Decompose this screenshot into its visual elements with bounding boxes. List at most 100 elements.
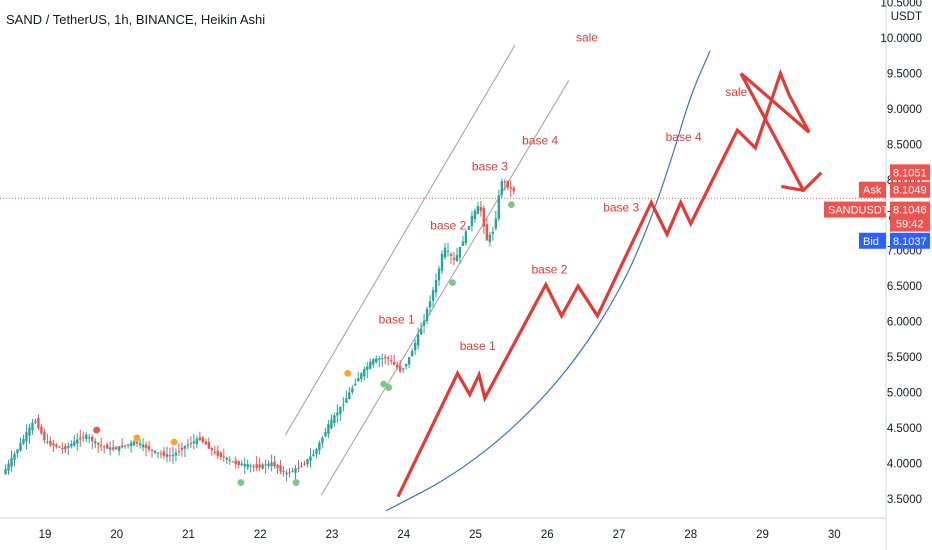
sale-arrow-line[interactable] [739, 72, 805, 192]
candle-body [180, 447, 184, 450]
candle-body [410, 350, 414, 357]
signal-marker [380, 380, 388, 388]
candle-body [288, 472, 291, 474]
x-tick-label: 22 [254, 529, 267, 541]
candle-body [428, 301, 432, 308]
annotation-label[interactable]: base 2 [430, 218, 466, 232]
candle-body [327, 424, 330, 435]
candle-body [282, 470, 285, 472]
chart-title: SAND / TetherUS, 1h, BINANCE, Heikin Ash… [6, 12, 266, 27]
channel-line[interactable] [320, 80, 570, 496]
candle-body [31, 422, 34, 431]
annotation-label[interactable]: base 3 [603, 201, 639, 215]
price-tag-value-box [890, 232, 930, 249]
candle-body [252, 465, 255, 467]
candle-body [339, 406, 342, 414]
candle-body [16, 449, 19, 454]
x-tick-label: 20 [110, 529, 123, 541]
candle-body [333, 415, 336, 424]
candle-body [461, 241, 465, 246]
candle-body [73, 441, 76, 446]
candle-body [189, 443, 193, 445]
candle-body [324, 431, 327, 437]
candle-body [309, 456, 312, 461]
y-tick-label: 6.0000 [887, 317, 922, 329]
x-tick-label: 28 [684, 529, 697, 541]
y-tick-label: 8.5000 [887, 139, 922, 151]
annotation-label[interactable]: base 1 [379, 313, 415, 327]
candle-body [395, 364, 399, 368]
candle-body [177, 451, 181, 453]
x-tick-label: 21 [182, 529, 195, 541]
annotation-label[interactable]: base 1 [460, 339, 496, 353]
candle-body [153, 450, 157, 453]
candle-body [222, 456, 225, 458]
candle-body [138, 443, 142, 446]
candle-body [512, 187, 515, 192]
candle-body [91, 436, 94, 442]
candle-body [360, 373, 363, 380]
candle-body [88, 437, 91, 439]
candle-body [485, 224, 489, 241]
candle-body [467, 226, 471, 230]
annotation-label[interactable]: sale [725, 85, 747, 99]
x-tick-label: 26 [541, 529, 554, 541]
parabolic-curve[interactable] [385, 50, 711, 512]
candle-body [488, 234, 492, 243]
sale-arrow-head[interactable] [781, 171, 823, 193]
candle-body [156, 452, 160, 454]
candle-body [318, 442, 321, 451]
candle-body [306, 459, 309, 465]
candle-body [446, 251, 450, 253]
candle-body [434, 280, 438, 293]
candle-body [449, 254, 453, 256]
candle-body [25, 432, 28, 442]
candle-body [174, 452, 178, 456]
price-tag-label: Ask [863, 185, 882, 197]
signal-marker [344, 369, 352, 377]
candle-body [246, 464, 249, 468]
candle-body [384, 357, 387, 359]
candle-body [34, 421, 37, 423]
projection-zigzag[interactable] [396, 68, 811, 498]
signal-marker [449, 279, 456, 287]
x-tick-label: 27 [613, 529, 626, 541]
candle-body [52, 443, 55, 446]
candle-body [404, 363, 408, 367]
candle-body [476, 206, 480, 215]
candle-body [419, 328, 423, 335]
candle-body [117, 446, 121, 451]
candle-body [255, 464, 258, 468]
annotation-label[interactable]: sale [576, 31, 598, 45]
candle-body [303, 463, 306, 465]
candle-body [500, 181, 504, 195]
candle-body [46, 441, 49, 443]
annotation-label[interactable]: base 3 [472, 160, 508, 174]
candle-body [452, 258, 456, 260]
x-tick-label: 29 [756, 529, 769, 541]
candle-body [297, 467, 300, 469]
candle-body [509, 187, 512, 189]
candle-body [443, 247, 447, 258]
annotation-label[interactable]: base 2 [531, 262, 567, 276]
y-tick-label: 10.0000 [880, 33, 922, 45]
candle-body [210, 448, 214, 451]
candle-body [372, 359, 375, 365]
candle-body [348, 392, 351, 400]
y-tick-label: 6.5000 [887, 281, 922, 293]
channel-line[interactable] [284, 44, 516, 436]
annotation-label[interactable]: base 4 [522, 133, 558, 147]
candle-body [225, 457, 228, 460]
candle-body [79, 437, 82, 440]
y-tick-label: 10.5000 [880, 0, 922, 10]
candle-body [123, 445, 127, 447]
candle-body [28, 427, 31, 436]
candle-body [312, 454, 315, 457]
annotation-label[interactable]: base 4 [666, 130, 702, 144]
y-tick-label: 5.0000 [887, 388, 922, 400]
candle-body [231, 461, 234, 463]
candle-body [58, 446, 61, 448]
candle-body [437, 268, 441, 281]
